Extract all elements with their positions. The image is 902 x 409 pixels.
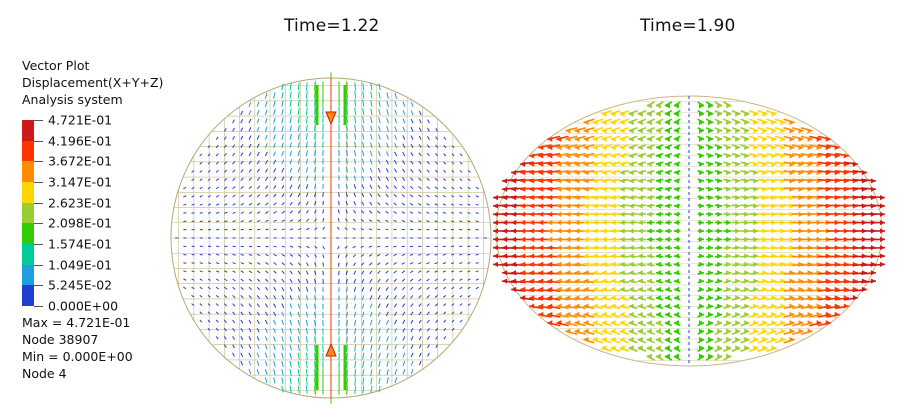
- legend-stats: Max = 4.721E-01 Node 38907 Min = 0.000E+…: [22, 314, 133, 382]
- colorbar-tick-label: 1.049E-01: [48, 257, 113, 273]
- colorbar-segment: [22, 264, 34, 286]
- legend-plot-type: Vector Plot: [22, 58, 90, 73]
- left-panel-title: Time=1.22: [284, 16, 380, 36]
- colorbar-tick: [34, 244, 43, 245]
- colorbar-tick-label: 3.672E-01: [48, 153, 113, 169]
- legend-quantity: Displacement(X+Y+Z): [22, 75, 164, 90]
- colorbar-segment: [22, 140, 34, 162]
- colorbar-tick: [34, 182, 43, 183]
- colorbar-segment: [22, 244, 34, 266]
- colorbar-tick-label: 0.000E+00: [48, 298, 119, 314]
- colorbar-tick-label: 2.098E-01: [48, 215, 113, 231]
- colorbar-tick: [34, 202, 43, 204]
- colorbar-tick-label: 3.147E-01: [48, 174, 113, 190]
- colorbar-tick-label: 4.721E-01: [48, 112, 113, 128]
- colorbar-segment: [22, 161, 34, 183]
- right-panel-title: Time=1.90: [640, 16, 736, 36]
- colorbar-tick: [34, 120, 43, 121]
- colorbar-segment: [22, 202, 34, 224]
- colorbar-tick: [34, 161, 43, 163]
- colorbar-segment: [22, 223, 34, 245]
- colorbar-tick-label: 5.245E-02: [48, 277, 113, 293]
- colorbar-tick-label: 1.574E-01: [48, 236, 113, 252]
- colorbar-segment: [22, 120, 34, 142]
- legend-header: Vector Plot Displacement(X+Y+Z) Analysis…: [22, 57, 163, 108]
- colorbar-segment: [22, 285, 34, 307]
- legend-min: Min = 0.000E+00: [22, 349, 133, 364]
- legend-colorbar: [22, 120, 34, 307]
- colorbar-tick-label: 4.196E-01: [48, 133, 113, 149]
- legend-min-node: Node 4: [22, 366, 67, 381]
- legend-max-node: Node 38907: [22, 332, 99, 347]
- right-vectors: [492, 101, 886, 361]
- colorbar-tick: [34, 264, 43, 266]
- left-vectors: [175, 72, 487, 404]
- left-max-region: [315, 78, 347, 398]
- colorbar-tick: [34, 306, 43, 307]
- colorbar-segment: [22, 182, 34, 204]
- colorbar-tick-label: 2.623E-01: [48, 195, 113, 211]
- legend-system: Analysis system: [22, 92, 123, 107]
- legend-max: Max = 4.721E-01: [22, 315, 131, 330]
- colorbar-tick: [34, 140, 43, 142]
- colorbar-tick: [34, 285, 43, 287]
- colorbar-tick: [34, 223, 43, 225]
